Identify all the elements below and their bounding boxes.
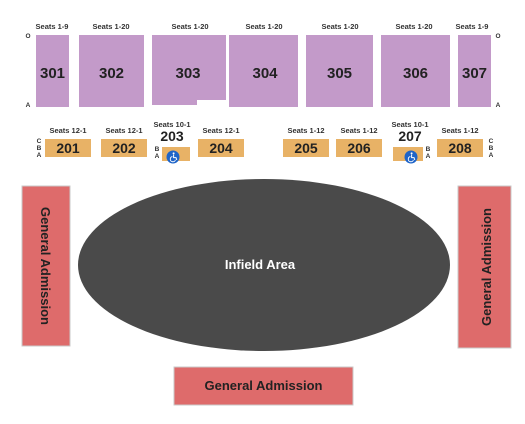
- section-207-row-a: A: [426, 153, 431, 160]
- section-205-seats: Seats 1-12: [287, 126, 324, 135]
- section-306[interactable]: [381, 35, 450, 107]
- section-208-row-c: C: [489, 138, 494, 145]
- section-201-row-b: B: [37, 145, 42, 152]
- section-207-row-b: B: [426, 146, 431, 153]
- general-admission-right-label: General Admission: [479, 208, 494, 326]
- general-admission-right[interactable]: General Admission: [457, 185, 512, 349]
- section-203-row-a: A: [155, 153, 160, 160]
- section-207-seats: Seats 10-1: [391, 120, 428, 129]
- section-204[interactable]: [198, 139, 244, 157]
- section-208[interactable]: [437, 139, 483, 157]
- section-201[interactable]: [45, 139, 91, 157]
- section-306-seats: Seats 1-20: [395, 22, 432, 31]
- section-307-label: 307: [462, 65, 487, 82]
- section-303-label: 303: [175, 65, 200, 82]
- section-202-label: 202: [112, 140, 136, 156]
- section-303[interactable]: [152, 35, 226, 105]
- general-admission-left-label: General Admission: [38, 207, 53, 325]
- section-301-row-bottom: A: [26, 102, 31, 109]
- section-307-row-bottom: A: [496, 102, 501, 109]
- section-201-row-a: A: [37, 152, 42, 159]
- section-206-label: 206: [347, 140, 371, 156]
- section-307[interactable]: [458, 35, 491, 107]
- section-208-row-a: A: [489, 152, 494, 159]
- section-201-label: 201: [56, 140, 80, 156]
- infield-label: Infield Area: [225, 257, 296, 272]
- section-202[interactable]: [101, 139, 147, 157]
- section-303-seats: Seats 1-20: [171, 22, 208, 31]
- general-admission-bottom-label: General Admission: [205, 378, 323, 393]
- section-301-label: 301: [40, 65, 65, 82]
- general-admission-bottom[interactable]: General Admission: [173, 366, 354, 406]
- section-307-seats: Seats 1-9: [456, 22, 489, 31]
- section-302-label: 302: [99, 65, 124, 82]
- section-208-label: 208: [448, 140, 472, 156]
- general-admission-left[interactable]: General Admission: [21, 185, 71, 347]
- section-205[interactable]: [283, 139, 329, 157]
- section-304-label: 304: [252, 65, 278, 82]
- section-206-seats: Seats 1-12: [340, 126, 377, 135]
- section-206[interactable]: [336, 139, 382, 157]
- section-301-row-top: O: [25, 33, 30, 40]
- infield-area[interactable]: Infield Area: [78, 179, 450, 351]
- section-208-seats: Seats 1-12: [441, 126, 478, 135]
- section-301[interactable]: [36, 35, 69, 107]
- section-205-label: 205: [294, 140, 318, 156]
- section-304[interactable]: [229, 35, 298, 107]
- section-304-seats: Seats 1-20: [245, 22, 282, 31]
- section-208-row-b: B: [489, 145, 494, 152]
- section-204-seats: Seats 12-1: [202, 126, 239, 135]
- section-302-seats: Seats 1-20: [92, 22, 129, 31]
- section-306-label: 306: [403, 65, 428, 82]
- section-301-seats: Seats 1-9: [36, 22, 69, 31]
- section-202-seats: Seats 12-1: [105, 126, 142, 135]
- section-201-row-c: C: [37, 138, 42, 145]
- wheelchair-icon: [166, 150, 180, 164]
- section-201-seats: Seats 12-1: [49, 126, 86, 135]
- upper-level: Seats 1-9 O A 301 Seats 1-20 302 Seats 1…: [25, 22, 500, 109]
- section-307-row-top: O: [495, 33, 500, 40]
- section-203-label: 203: [160, 128, 184, 144]
- section-204-label: 204: [209, 140, 233, 156]
- section-203-row-b: B: [155, 146, 160, 153]
- lower-level: Seats 12-1 C B A 201 Seats 12-1 202 Seat…: [37, 120, 494, 164]
- section-207-label: 207: [398, 128, 422, 144]
- wheelchair-icon: [404, 150, 418, 164]
- section-305-label: 305: [327, 65, 352, 82]
- section-305[interactable]: [306, 35, 373, 107]
- section-203-seats: Seats 10-1: [153, 120, 190, 129]
- section-305-seats: Seats 1-20: [321, 22, 358, 31]
- section-302[interactable]: [79, 35, 144, 107]
